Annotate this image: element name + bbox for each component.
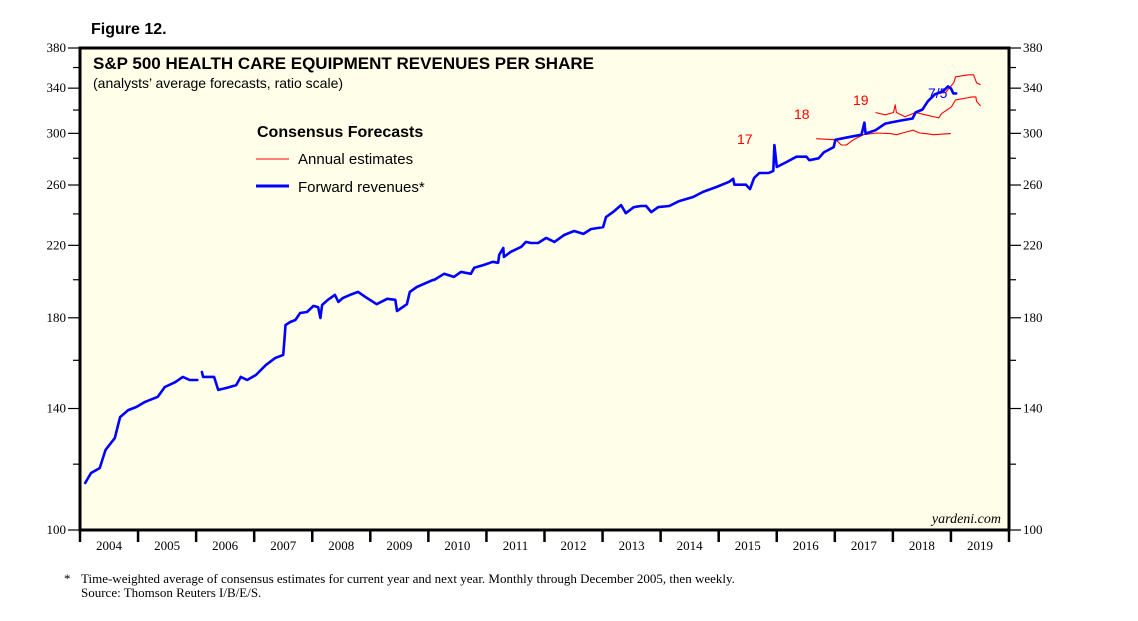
legend-label-forward: Forward revenues* [298,179,425,196]
credit-yardeni: yardeni.com [930,512,1001,527]
annotation-19: 19 [853,92,869,108]
x-tick-label: 2009 [386,538,412,553]
x-tick-label: 2005 [154,538,180,553]
series-line-annual-2018 [875,96,981,119]
series-line-annual-2019 [938,74,981,94]
y-tick-label-right: 380 [1023,40,1043,55]
legend: Consensus Forecasts Annual estimates For… [256,124,425,196]
x-tick-label: 2013 [619,538,645,553]
y-tick-label-left: 300 [47,125,67,140]
plot-area [78,46,1011,532]
y-tick-label-left: 220 [47,237,67,252]
y-tick-label-right: 180 [1023,310,1043,325]
y-tick-label-right: 300 [1023,125,1043,140]
x-tick-label: 2014 [677,538,704,553]
y-tick-label-right: 100 [1023,522,1043,537]
y-tick-label-left: 340 [47,80,67,95]
x-tick-label: 2018 [909,538,935,553]
y-axis-left: 100 140 180 220 260 300 340 380 [47,40,80,537]
y-tick-label-left: 140 [47,401,67,416]
y-tick-label-left: 100 [47,522,67,537]
x-tick-label: 2011 [503,538,529,553]
figure-label: Figure 12. [91,21,167,38]
x-tick-label: 2007 [270,538,297,553]
x-axis: 2004 2005 2006 2007 2008 2009 2010 2011 2012 2013… [78,530,1011,553]
y-tick-label-right: 140 [1023,401,1043,416]
footnote-line-1: Time-weighted average of consensus estim… [81,571,735,586]
x-tick-label: 2017 [851,538,878,553]
series-line-annual-2017 [816,129,951,146]
x-tick-label: 2004 [96,538,123,553]
series-line-forward-revenues [644,85,958,214]
annotation-latest-date: 7/5 [928,85,948,101]
series-line-forward-revenues [200,203,648,392]
y-tick-label-right: 340 [1023,80,1043,95]
x-tick-label: 2019 [967,538,993,553]
x-tick-label: 2006 [212,538,239,553]
y-tick-label-left: 180 [47,310,67,325]
legend-title: Consensus Forecasts [257,124,423,141]
x-tick-label: 2015 [735,538,761,553]
annotation-18: 18 [794,106,810,122]
y-tick-label-left: 380 [47,40,67,55]
series-line-forward-revenues [83,375,199,485]
series-layer [83,74,981,485]
x-tick-label: 2016 [793,538,820,553]
y-tick-label-right: 220 [1023,237,1043,252]
chart-subtitle: (analysts’ average forecasts, ratio scal… [93,75,343,91]
x-tick-label: 2010 [444,538,470,553]
x-tick-label: 2012 [561,538,587,553]
x-tick-label: 2008 [328,538,354,553]
y-tick-label-right: 260 [1023,177,1043,192]
y-axis-right: 100 140 180 220 260 300 340 380 [1009,40,1043,537]
footnote-source: Source: Thomson Reuters I/B/E/S. [81,585,261,600]
chart-title: S&P 500 HEALTH CARE EQUIPMENT REVENUES P… [93,54,594,73]
footnote-marker: * [64,571,71,586]
annotation-17: 17 [737,131,753,147]
legend-label-annual: Annual estimates [298,151,413,168]
y-tick-label-left: 260 [47,177,67,192]
